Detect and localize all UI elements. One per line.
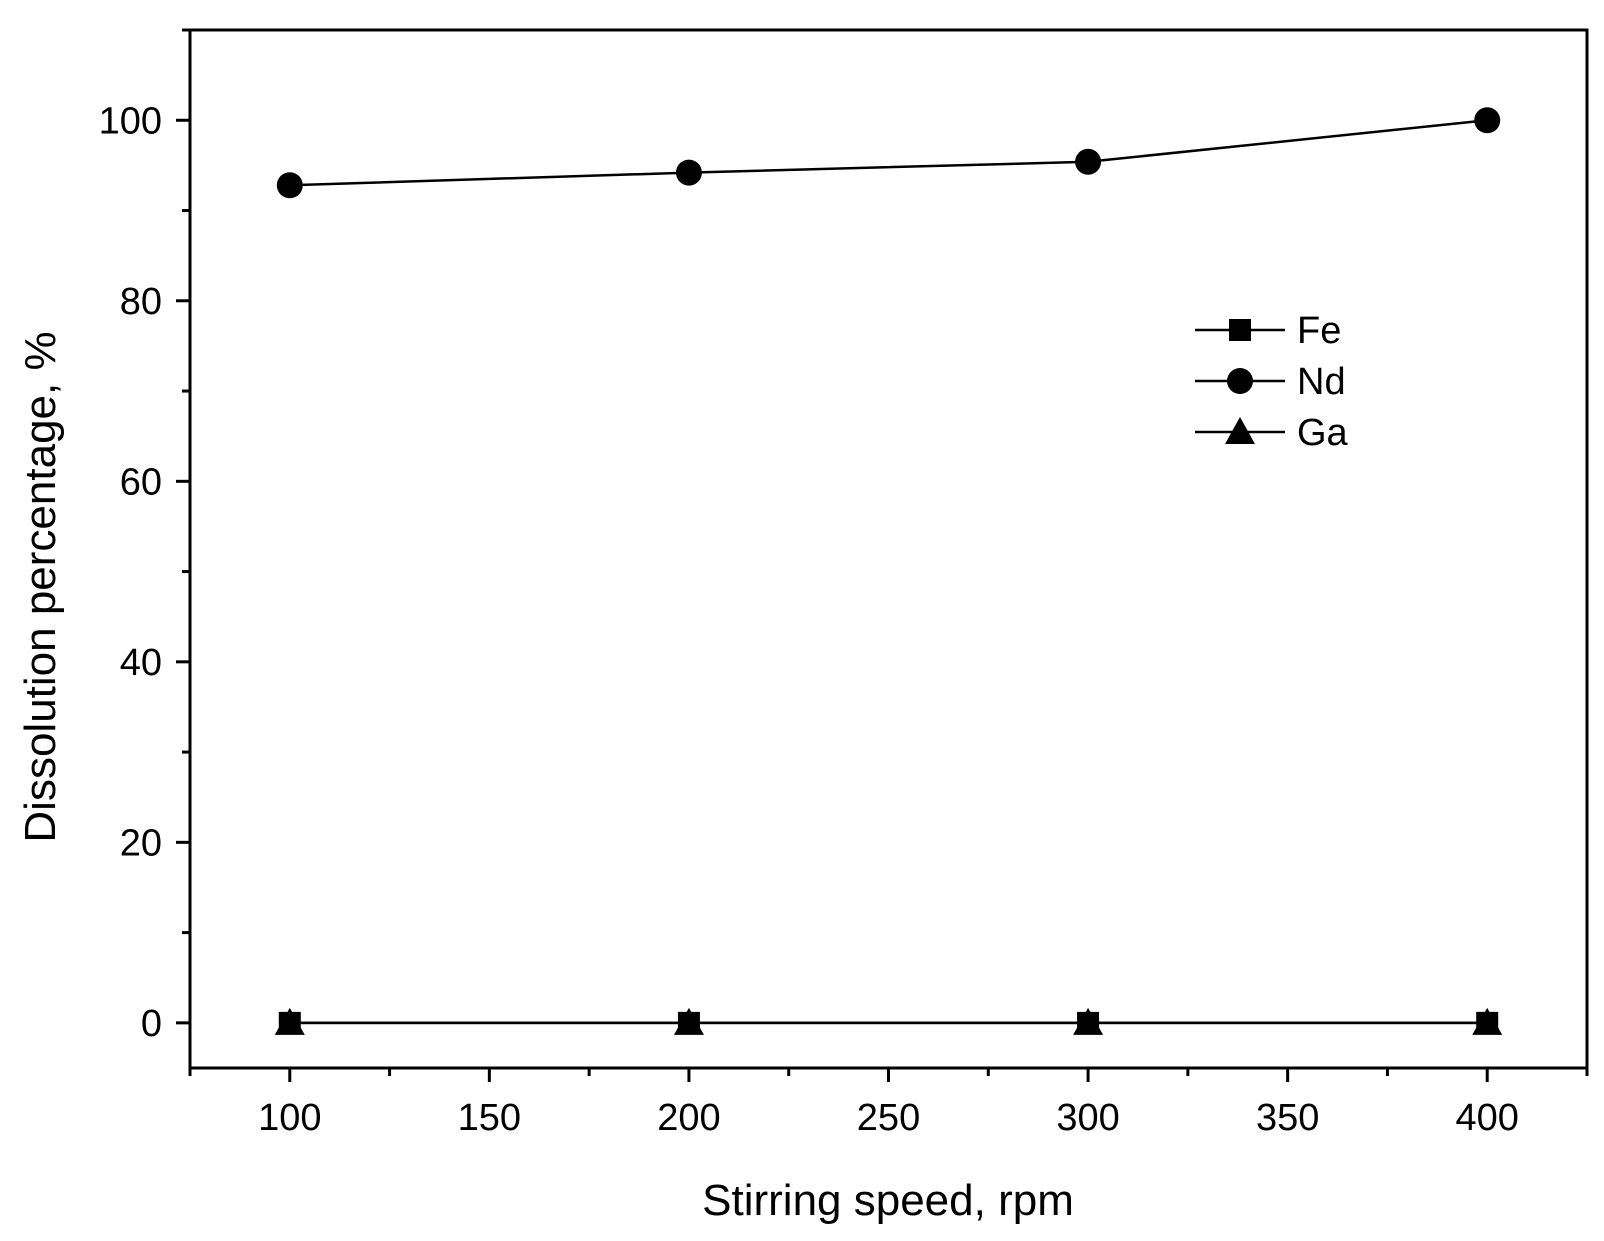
data-point-nd bbox=[675, 159, 702, 186]
x-axis-ticks: 100 150 200 250 300 350 400 bbox=[188, 1068, 1589, 1139]
data-point-ga bbox=[274, 1007, 305, 1035]
y-axis-ticks: 0 20 40 60 80 100 bbox=[99, 28, 190, 1045]
series-nd bbox=[276, 107, 1501, 199]
legend-marker-triangle bbox=[1225, 417, 1255, 444]
legend-label: Nd bbox=[1297, 361, 1346, 403]
y-tick-label: 20 bbox=[120, 822, 162, 864]
legend-label: Ga bbox=[1297, 412, 1349, 454]
legend: Fe Nd Ga bbox=[1195, 310, 1349, 454]
legend-item-nd: Nd bbox=[1195, 361, 1346, 403]
data-point-ga bbox=[673, 1007, 704, 1035]
data-point-nd bbox=[1474, 107, 1501, 134]
data-point-nd bbox=[276, 172, 303, 199]
data-point-nd bbox=[1075, 148, 1102, 175]
legend-item-ga: Ga bbox=[1195, 412, 1349, 454]
series-ga bbox=[274, 1007, 1503, 1035]
x-tick-label: 400 bbox=[1456, 1097, 1519, 1139]
series-line-nd bbox=[289, 119, 1488, 187]
series-layer bbox=[274, 107, 1503, 1035]
y-tick-label: 80 bbox=[120, 281, 162, 323]
y-tick-label: 60 bbox=[120, 461, 162, 503]
data-point-ga bbox=[1073, 1007, 1104, 1035]
y-tick-label: 0 bbox=[141, 1003, 162, 1045]
x-tick-label: 300 bbox=[1056, 1097, 1119, 1139]
data-point-ga bbox=[1472, 1007, 1503, 1035]
x-axis-title: Stirring speed, rpm bbox=[702, 1176, 1074, 1225]
y-axis-title: Dissolution percentage, % bbox=[16, 331, 65, 842]
x-tick-label: 250 bbox=[857, 1097, 920, 1139]
y-tick-label: 100 bbox=[99, 100, 162, 142]
x-tick-label: 100 bbox=[258, 1097, 321, 1139]
legend-item-fe: Fe bbox=[1195, 310, 1341, 352]
legend-marker-circle bbox=[1227, 368, 1253, 394]
x-tick-label: 350 bbox=[1256, 1097, 1319, 1139]
legend-label: Fe bbox=[1297, 310, 1341, 352]
y-tick-label: 40 bbox=[120, 642, 162, 684]
x-tick-label: 150 bbox=[458, 1097, 521, 1139]
x-tick-label: 200 bbox=[657, 1097, 720, 1139]
legend-marker-square bbox=[1229, 319, 1251, 341]
plot-frame bbox=[188, 28, 1589, 1070]
